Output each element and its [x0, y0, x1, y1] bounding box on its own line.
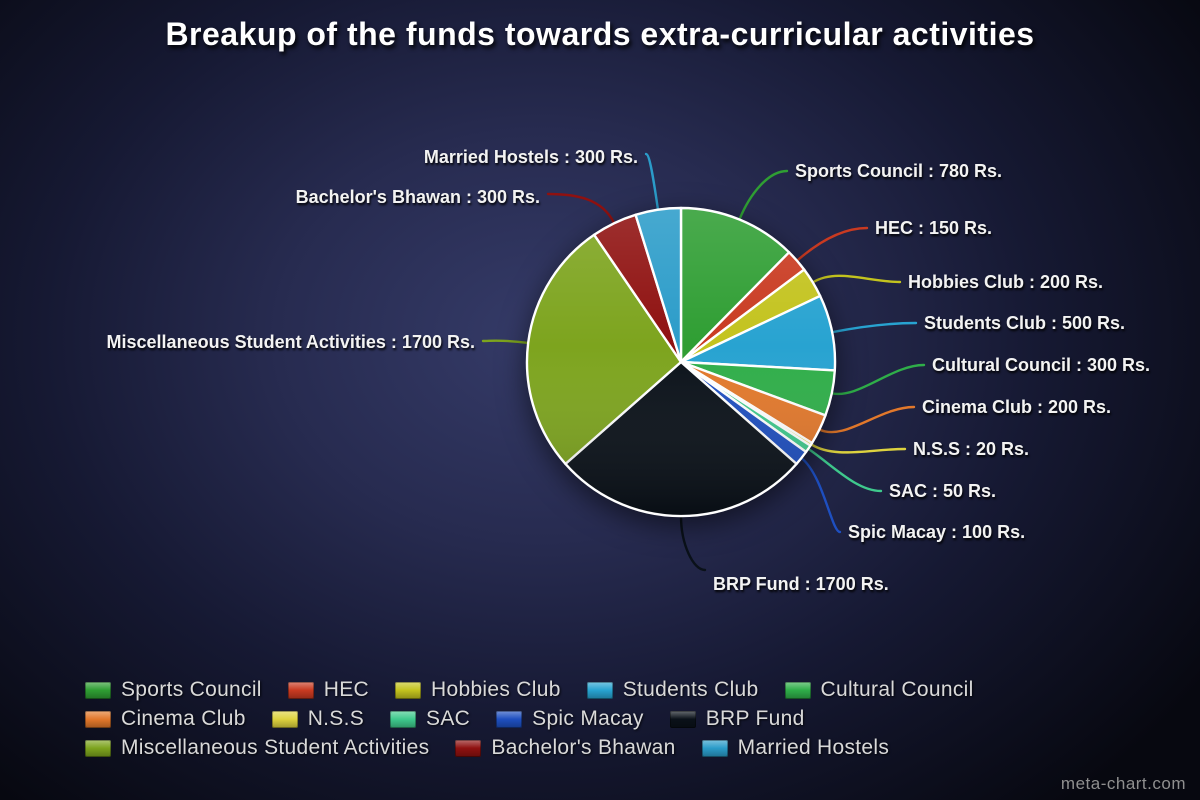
leader-line-hec: [795, 226, 869, 262]
legend-item-spic-macay: Spic Macay: [496, 705, 644, 733]
leader-line-spic-macay: [800, 456, 842, 534]
legend-swatch-brp-fund: [669, 710, 696, 728]
legend-item-hec: HEC: [287, 676, 370, 704]
legend-swatch-bachelor-s-bhawan: [455, 739, 482, 757]
leader-line-married-hostels: [644, 152, 660, 211]
legend-item-hobbies-club: Hobbies Club: [395, 676, 561, 704]
legend-item-cinema-club: Cinema Club: [85, 705, 246, 733]
legend-swatch-n-s-s: [271, 710, 298, 728]
legend-item-miscellaneous-student-activities: Miscellaneous Student Activities: [85, 734, 429, 762]
legend-label: BRP Fund: [705, 707, 805, 730]
legend-swatch-sac: [390, 710, 417, 728]
legend-label: Married Hostels: [737, 736, 890, 759]
legend-swatch-cinema-club: [85, 710, 111, 728]
leader-line-n-s-s: [810, 443, 907, 454]
legend-label: Sports Council: [121, 678, 262, 701]
legend-item-brp-fund: BRP Fund: [669, 705, 805, 733]
leader-line-sac: [807, 447, 883, 493]
leader-line-brp-fund: [679, 514, 707, 572]
legend-label: Miscellaneous Student Activities: [121, 736, 430, 759]
legend-label: Students Club: [622, 678, 759, 701]
legend-swatch-miscellaneous-student-activities: [85, 739, 111, 757]
legend-label: N.S.S: [307, 707, 365, 730]
legend-label: Cultural Council: [820, 678, 974, 701]
legend-swatch-hec: [287, 681, 314, 699]
legend-label: Cinema Club: [121, 707, 246, 730]
legend-swatch-cultural-council: [784, 681, 811, 699]
leader-line-bachelor-s-bhawan: [546, 192, 616, 225]
legend-item-cultural-council: Cultural Council: [784, 676, 974, 704]
legend-swatch-sports-council: [85, 681, 111, 699]
legend-label: HEC: [323, 678, 370, 701]
legend-swatch-students-club: [586, 681, 613, 699]
legend-label: SAC: [426, 707, 471, 730]
leader-line-hobbies-club: [811, 274, 902, 284]
legend-label: Bachelor's Bhawan: [491, 736, 676, 759]
watermark: meta-chart.com: [1060, 774, 1186, 793]
legend-swatch-married-hostels: [701, 739, 728, 757]
legend-item-students-club: Students Club: [586, 676, 759, 704]
leader-lines: [481, 152, 926, 572]
legend-label: Hobbies Club: [431, 678, 561, 701]
pie-sheen: [528, 209, 834, 515]
legend-swatch-spic-macay: [496, 710, 523, 728]
legend-item-sac: SAC: [390, 705, 470, 733]
leader-line-students-club: [830, 321, 918, 334]
legend-label: Spic Macay: [532, 707, 644, 730]
legend: Sports Council HEC Hobbies Club Students Cl…: [85, 676, 1130, 762]
leader-line-miscellaneous-student-activities: [481, 339, 530, 345]
legend-swatch-hobbies-club: [395, 681, 422, 699]
leader-line-cultural-council: [830, 363, 926, 396]
leader-line-sports-council: [738, 169, 789, 221]
leader-line-cinema-club: [818, 405, 916, 434]
legend-item-n-s-s: N.S.S: [271, 705, 365, 733]
legend-item-married-hostels: Married Hostels: [701, 734, 890, 762]
legend-item-sports-council: Sports Council: [85, 676, 262, 704]
chart-title: Breakup of the funds towards extra-curri…: [165, 16, 1035, 52]
legend-item-bachelor-s-bhawan: Bachelor's Bhawan: [455, 734, 675, 762]
